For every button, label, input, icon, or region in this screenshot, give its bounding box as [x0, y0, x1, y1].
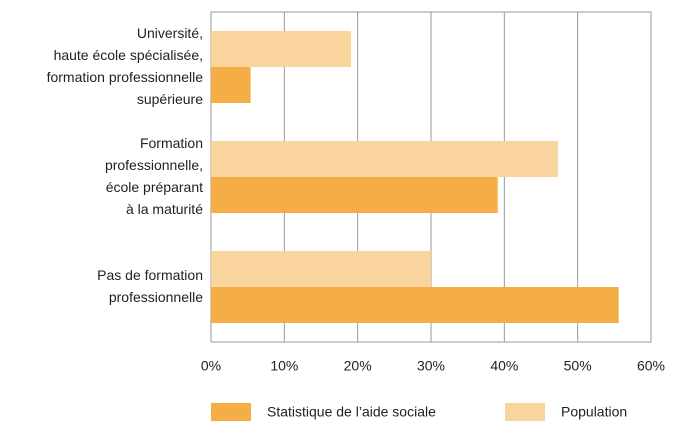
y-tick-label: Formation professionnelle, école préparant… — [105, 135, 203, 217]
bar — [211, 251, 431, 287]
y-tick-label: Pas de formation professionnelle — [97, 267, 203, 305]
bar — [211, 287, 619, 323]
bar — [211, 141, 558, 177]
x-tick-label: 50% — [564, 358, 592, 374]
x-tick-label: 20% — [344, 358, 372, 374]
bar — [211, 31, 352, 67]
bar — [211, 67, 251, 103]
legend-label: Population — [561, 404, 627, 420]
x-tick-label: 0% — [201, 358, 221, 374]
x-tick-label: 10% — [270, 358, 298, 374]
x-tick-label: 30% — [417, 358, 445, 374]
y-tick-label: Université, haute école spécialisée, forma… — [47, 25, 204, 107]
bar — [211, 177, 498, 213]
legend-label: Statistique de l’aide sociale — [267, 404, 436, 420]
x-tick-label: 40% — [490, 358, 518, 374]
legend-swatch — [505, 403, 545, 421]
legend-swatch — [211, 403, 251, 421]
x-tick-label: 60% — [637, 358, 665, 374]
